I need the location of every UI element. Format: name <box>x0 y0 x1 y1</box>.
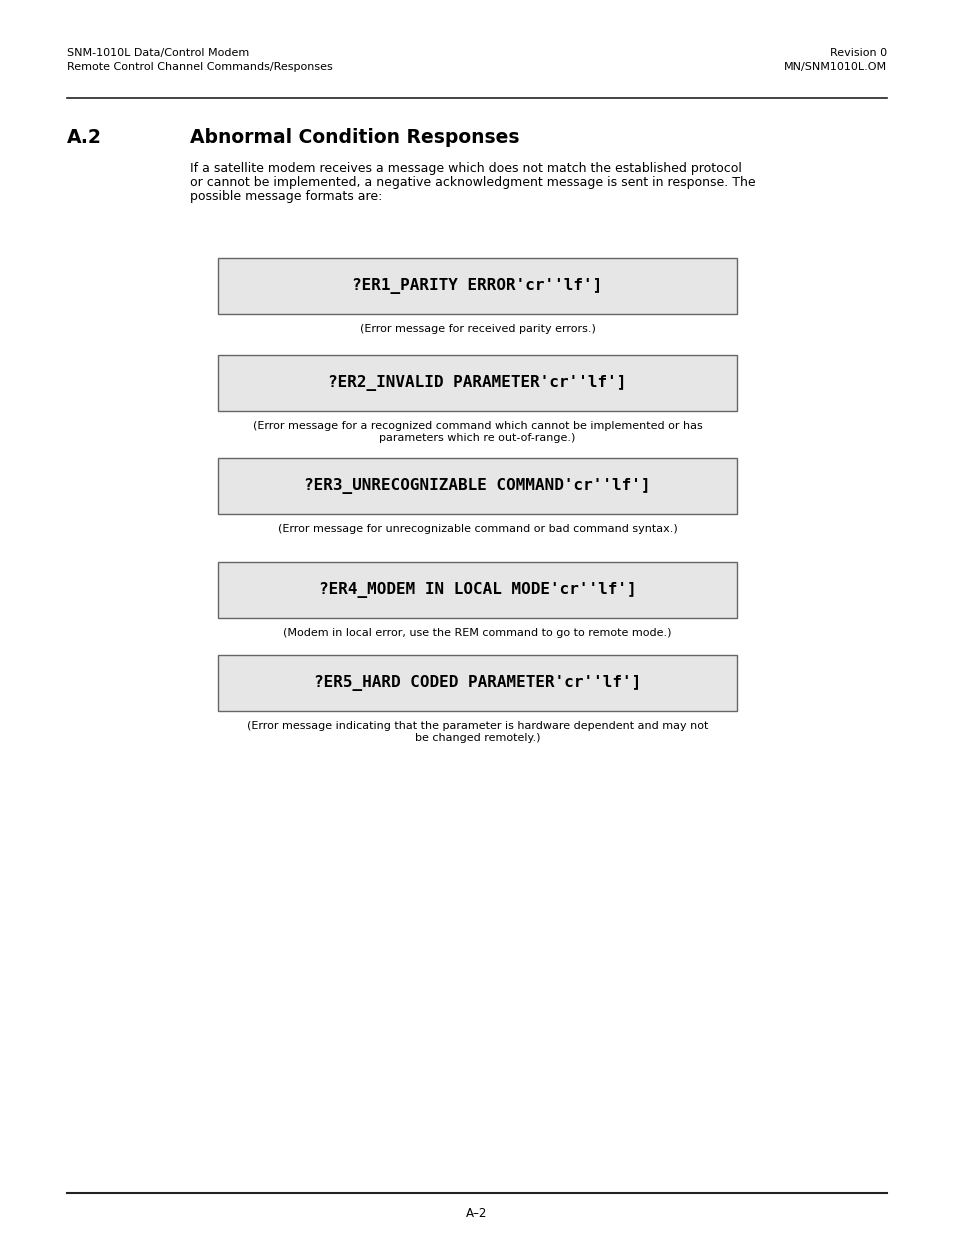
Text: Remote Control Channel Commands/Responses: Remote Control Channel Commands/Response… <box>67 62 333 72</box>
Bar <box>218 458 737 514</box>
Text: be changed remotely.): be changed remotely.) <box>415 734 539 743</box>
Text: Abnormal Condition Responses: Abnormal Condition Responses <box>190 128 519 147</box>
Text: (Error message for unrecognizable command or bad command syntax.): (Error message for unrecognizable comman… <box>277 524 677 534</box>
Text: ?ER5_HARD CODED PARAMETER'cr''lf']: ?ER5_HARD CODED PARAMETER'cr''lf'] <box>314 676 640 692</box>
Bar <box>218 354 737 411</box>
Text: A–2: A–2 <box>466 1207 487 1220</box>
Text: ?ER4_MODEM IN LOCAL MODE'cr''lf']: ?ER4_MODEM IN LOCAL MODE'cr''lf'] <box>318 582 636 598</box>
Text: ?ER1_PARITY ERROR'cr''lf']: ?ER1_PARITY ERROR'cr''lf'] <box>352 278 602 294</box>
Text: (Error message for a recognized command which cannot be implemented or has: (Error message for a recognized command … <box>253 421 701 431</box>
Text: (Error message for received parity errors.): (Error message for received parity error… <box>359 324 595 333</box>
Text: (Modem in local error, use the REM command to go to remote mode.): (Modem in local error, use the REM comma… <box>283 629 671 638</box>
Text: ?ER2_INVALID PARAMETER'cr''lf']: ?ER2_INVALID PARAMETER'cr''lf'] <box>328 375 626 391</box>
Text: MN/SNM1010L.OM: MN/SNM1010L.OM <box>783 62 886 72</box>
Bar <box>218 655 737 711</box>
Text: If a satellite modem receives a message which does not match the established pro: If a satellite modem receives a message … <box>190 162 741 175</box>
Text: possible message formats are:: possible message formats are: <box>190 190 382 203</box>
Text: A.2: A.2 <box>67 128 102 147</box>
Text: Revision 0: Revision 0 <box>829 48 886 58</box>
Text: or cannot be implemented, a negative acknowledgment message is sent in response.: or cannot be implemented, a negative ack… <box>190 177 755 189</box>
Bar <box>218 562 737 618</box>
Text: SNM-1010L Data/Control Modem: SNM-1010L Data/Control Modem <box>67 48 249 58</box>
Text: (Error message indicating that the parameter is hardware dependent and may not: (Error message indicating that the param… <box>247 721 707 731</box>
Bar <box>218 258 737 314</box>
Text: ?ER3_UNRECOGNIZABLE COMMAND'cr''lf']: ?ER3_UNRECOGNIZABLE COMMAND'cr''lf'] <box>304 478 650 494</box>
Text: parameters which re out-of-range.): parameters which re out-of-range.) <box>379 433 575 443</box>
